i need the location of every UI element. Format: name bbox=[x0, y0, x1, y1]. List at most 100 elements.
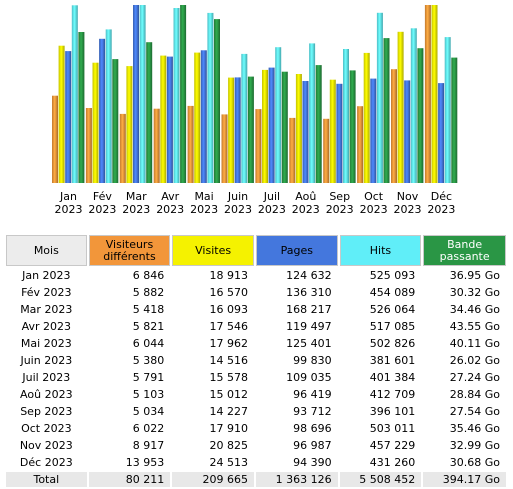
bar-visiteurs bbox=[119, 113, 126, 183]
month-label: Fév bbox=[93, 190, 112, 203]
table-row: Déc 2023 13 953 24 513 94 390 431 260 30.68 G… bbox=[6, 455, 506, 470]
bar-pages bbox=[404, 80, 411, 183]
cell-hits: 526 064 bbox=[369, 303, 416, 316]
cell-visiteurs: 6 846 bbox=[132, 269, 165, 282]
table-row: Nov 2023 8 917 20 825 96 987 457 229 32.99 Go bbox=[6, 438, 506, 453]
cell-pages: 119 497 bbox=[286, 320, 332, 333]
cell-mois: Juil 2023 bbox=[22, 371, 71, 384]
header-bande: Bande passante bbox=[423, 235, 506, 266]
cell-bande: 35.46 Go bbox=[449, 422, 500, 435]
bar-visites bbox=[228, 77, 235, 183]
bar-visiteurs bbox=[424, 5, 431, 183]
bar-visiteurs bbox=[153, 108, 160, 183]
cell-pages: 99 830 bbox=[293, 354, 332, 367]
cell-mois: Fév 2023 bbox=[21, 286, 72, 299]
cell-visites: 14 227 bbox=[209, 405, 248, 418]
cell-visites: 14 516 bbox=[209, 354, 248, 367]
bar-pages bbox=[166, 56, 173, 183]
bar-visiteurs bbox=[357, 106, 364, 183]
cell-mois: Déc 2023 bbox=[19, 456, 73, 469]
cell-bande: 32.99 Go bbox=[449, 439, 500, 452]
cell-hits: 412 709 bbox=[369, 388, 416, 401]
cell-hits: 454 089 bbox=[369, 286, 416, 299]
bar-visiteurs bbox=[52, 95, 58, 183]
year-label: 2023 bbox=[360, 203, 388, 216]
year-label: 2023 bbox=[55, 203, 83, 216]
cell-visiteurs: 8 917 bbox=[132, 439, 165, 452]
bar-visiteurs bbox=[221, 114, 228, 183]
year-label: 2023 bbox=[88, 203, 116, 216]
bar-pages bbox=[336, 83, 343, 183]
cell-visiteurs: 5 034 bbox=[132, 405, 165, 418]
bar-visites bbox=[126, 66, 133, 183]
table-row: Mai 2023 6 044 17 962 125 401 502 826 40.11 G… bbox=[6, 336, 506, 351]
cell-mois: Juin 2023 bbox=[20, 354, 73, 367]
month-label: Juin bbox=[227, 190, 248, 203]
bar-bande bbox=[451, 57, 458, 183]
header-mois: Mois bbox=[6, 235, 87, 266]
bar-hits bbox=[207, 12, 214, 184]
cell-bande: 40.11 Go bbox=[449, 337, 500, 350]
chart-bars bbox=[52, 5, 458, 184]
cell-hits: 396 101 bbox=[369, 405, 416, 418]
cell-visiteurs: 5 418 bbox=[132, 303, 165, 316]
bar-visiteurs bbox=[85, 108, 92, 183]
table-row: Oct 2023 6 022 17 910 98 696 503 011 35.46 Go bbox=[6, 421, 506, 436]
bar-hits bbox=[173, 8, 180, 183]
bar-bande bbox=[417, 48, 424, 184]
bar-visiteurs bbox=[255, 109, 262, 183]
cell-pages: 136 310 bbox=[286, 286, 332, 299]
bar-bande bbox=[180, 5, 187, 183]
bar-hits bbox=[343, 49, 349, 183]
bar-bande bbox=[281, 71, 288, 183]
cell-pages: 168 217 bbox=[286, 303, 332, 316]
cell-bande: 36.95 Go bbox=[449, 269, 500, 282]
cell-hits: 502 826 bbox=[369, 337, 416, 350]
monthly-stats-table: Mois Visiteurs différents Visites Pages … bbox=[4, 233, 508, 489]
total-bande: 394.17 Go bbox=[423, 472, 506, 487]
month-label: Oct bbox=[364, 190, 384, 203]
bar-pages bbox=[99, 38, 106, 183]
cell-visites: 17 910 bbox=[209, 422, 248, 435]
bar-hits bbox=[71, 5, 78, 183]
cell-pages: 93 712 bbox=[293, 405, 332, 418]
table-row: Avr 2023 5 821 17 546 119 497 517 085 43.55 G… bbox=[6, 319, 506, 334]
year-label: 2023 bbox=[190, 203, 218, 216]
bar-pages bbox=[268, 67, 275, 183]
cell-visiteurs: 5 103 bbox=[132, 388, 165, 401]
header-pages: Pages bbox=[255, 235, 338, 266]
month-label: Mar bbox=[126, 190, 147, 203]
bar-bande bbox=[383, 38, 390, 183]
cell-visites: 16 093 bbox=[209, 303, 248, 316]
year-label: 2023 bbox=[394, 203, 422, 216]
bar-visites bbox=[295, 74, 302, 183]
month-label: Mai bbox=[194, 190, 213, 203]
bar-pages bbox=[370, 78, 377, 183]
cell-bande: 28.84 Go bbox=[449, 388, 500, 401]
cell-visiteurs: 13 953 bbox=[125, 456, 165, 469]
year-label: 2023 bbox=[427, 203, 455, 216]
bar-hits bbox=[139, 5, 146, 183]
year-label: 2023 bbox=[326, 203, 354, 216]
month-label: Déc bbox=[431, 190, 452, 203]
cell-bande: 27.54 Go bbox=[449, 405, 500, 418]
table-row: Sep 2023 5 034 14 227 93 712 396 101 27.54 Go bbox=[6, 404, 506, 419]
cell-visiteurs: 6 022 bbox=[132, 422, 165, 435]
chart-month-labels: Jan2023Fév2023Mar2023Avr2023Mai2023Juin2… bbox=[55, 190, 456, 216]
cell-visites: 15 578 bbox=[209, 371, 248, 384]
table-row: Juil 2023 5 791 15 578 109 035 401 384 27.24 … bbox=[6, 370, 506, 385]
table-header-row: Mois Visiteurs différents Visites Pages … bbox=[6, 235, 506, 266]
bar-visiteurs bbox=[323, 118, 330, 183]
header-visiteurs: Visiteurs différents bbox=[88, 235, 171, 266]
bar-pages bbox=[234, 77, 241, 183]
bar-pages bbox=[65, 51, 72, 183]
cell-hits: 503 011 bbox=[369, 422, 416, 435]
bar-visites bbox=[194, 52, 201, 183]
cell-visites: 15 012 bbox=[209, 388, 248, 401]
cell-pages: 96 987 bbox=[293, 439, 332, 452]
cell-visites: 17 962 bbox=[209, 337, 248, 350]
cell-visiteurs: 5 791 bbox=[132, 371, 165, 384]
cell-mois: Aoû 2023 bbox=[20, 388, 73, 401]
bar-hits bbox=[376, 12, 383, 183]
cell-visites: 20 825 bbox=[209, 439, 248, 452]
